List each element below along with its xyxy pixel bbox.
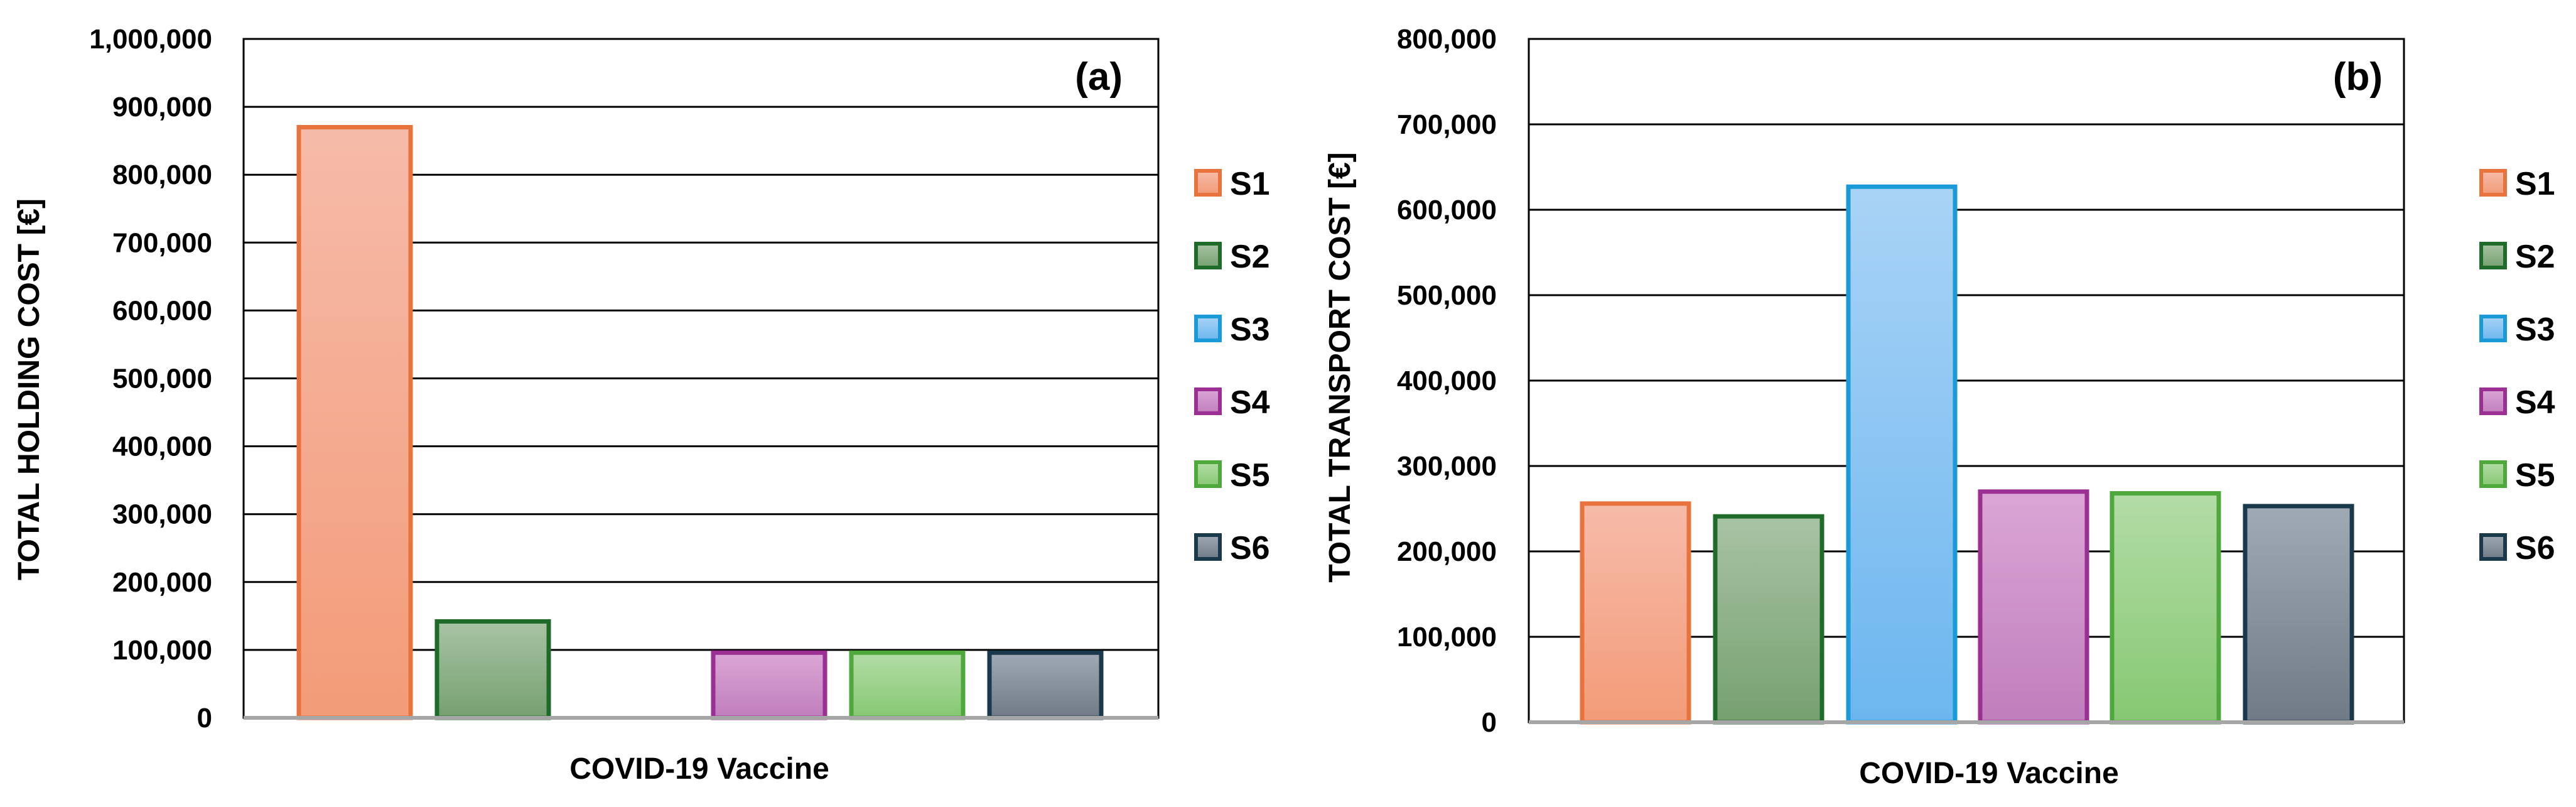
bar-s2-a [434, 619, 551, 720]
legend-label-s3-b: S3 [2515, 311, 2555, 348]
legend-a: S1 S2 S3 S4 S5 S6 [1194, 166, 1270, 566]
bar-s2-b [1713, 514, 1824, 725]
y-tick-labels-a: 0 100,000 200,000 300,000 400,000 500,000 600,… [89, 24, 212, 734]
y-tick-label-a: 700,000 [112, 227, 212, 258]
bar-s5-b [2110, 491, 2221, 725]
legend-swatch-s1-b [2479, 169, 2507, 197]
legend-label-s2-a: S2 [1230, 239, 1270, 275]
y-tick-label-a: 200,000 [112, 567, 212, 598]
legend-label-s3-a: S3 [1230, 311, 1270, 348]
y-tick-label-a: 600,000 [112, 295, 212, 326]
y-tick-label-b: 500,000 [1397, 280, 1497, 311]
y-axis-label-b: TOTAL TRANSPORT COST [€] [1323, 152, 1357, 582]
legend-swatch-s1-a [1194, 169, 1222, 197]
panel-label-a: (a) [1075, 55, 1123, 99]
legend-swatch-s6-a [1194, 533, 1222, 561]
legend-swatch-s6-b [2479, 533, 2507, 561]
legend-swatch-s5-a [1194, 460, 1222, 488]
bar-s5-a [849, 650, 966, 720]
legend-swatch-s4-a [1194, 387, 1222, 415]
y-tick-label-b: 300,000 [1397, 451, 1497, 482]
x-axis-label-b: COVID-19 Vaccine [1859, 757, 2119, 790]
bars-b [1529, 184, 2404, 725]
y-tick-label-a: 500,000 [112, 364, 212, 394]
y-tick-label-a: 1,000,000 [89, 24, 212, 55]
bar-s1-b [1580, 501, 1691, 725]
legend-label-s5-b: S5 [2515, 457, 2555, 494]
legend-swatch-s2-a [1194, 242, 1222, 269]
legend-label-s1-b: S1 [2515, 166, 2555, 202]
legend-label-s4-a: S4 [1230, 384, 1270, 421]
legend-swatch-s5-b [2479, 460, 2507, 488]
y-tick-label-b: 200,000 [1397, 536, 1497, 567]
y-tick-label-a: 900,000 [112, 92, 212, 122]
y-tick-label-b: 600,000 [1397, 195, 1497, 225]
bar-s4-a [711, 650, 827, 720]
y-tick-label-b: 400,000 [1397, 366, 1497, 396]
legend-label-s6-a: S6 [1230, 530, 1270, 566]
y-tick-label-b: 800,000 [1397, 24, 1497, 55]
legend-label-s4-b: S4 [2515, 384, 2555, 421]
y-tick-label-b: 700,000 [1397, 109, 1497, 140]
legend-label-s6-b: S6 [2515, 530, 2555, 566]
bar-s3-b [1846, 184, 1958, 725]
legend-swatch-s2-b [2479, 242, 2507, 269]
y-axis-label-a: TOTAL HOLDING COST [€] [13, 198, 46, 580]
legend-b: S1 S2 S3 S4 S5 S6 [2479, 166, 2555, 566]
legend-swatch-s4-b [2479, 387, 2507, 415]
y-tick-labels-b: 0 100,000 200,000 300,000 400,000 500,000 600,… [1397, 24, 1497, 738]
y-tick-label-b: 0 [1482, 707, 1497, 738]
legend-label-s2-b: S2 [2515, 239, 2555, 275]
y-tick-label-a: 0 [197, 703, 212, 734]
y-tick-label-a: 400,000 [112, 431, 212, 462]
legend-label-s1-a: S1 [1230, 166, 1270, 202]
chart-panel-b: 0 100,000 200,000 300,000 400,000 500,000 600,… [1323, 24, 2555, 790]
y-tick-label-a: 800,000 [112, 160, 212, 190]
bar-s4-b [1978, 489, 2089, 725]
legend-swatch-s3-b [2479, 315, 2507, 342]
legend-swatch-s3-a [1194, 315, 1222, 342]
panel-label-b: (b) [2333, 55, 2383, 99]
bar-s6-a [987, 650, 1104, 720]
y-tick-label-a: 300,000 [112, 499, 212, 530]
bars-a [244, 125, 1158, 720]
y-tick-label-a: 100,000 [112, 635, 212, 666]
chart-panel-a: 0 100,000 200,000 300,000 400,000 500,000 600,… [13, 24, 1270, 786]
y-tick-label-b: 100,000 [1397, 622, 1497, 653]
bar-s1-a [296, 125, 413, 720]
x-axis-label-a: COVID-19 Vaccine [569, 752, 829, 786]
bar-s6-b [2243, 504, 2354, 725]
legend-label-s5-a: S5 [1230, 457, 1270, 494]
